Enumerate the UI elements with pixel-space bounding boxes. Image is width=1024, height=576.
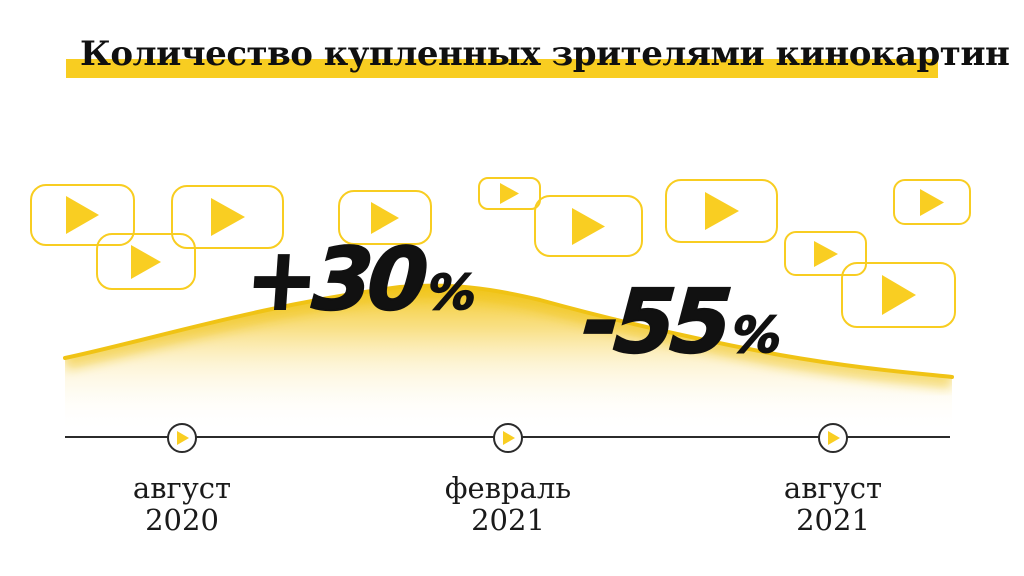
tick-month: август [132, 471, 232, 505]
rise-value: +30 [242, 229, 428, 331]
rise-annotation: +30% [242, 229, 480, 331]
fall-percent-sign: % [729, 305, 784, 365]
play-triangle-icon [813, 240, 838, 267]
fall-value: -55 [578, 269, 731, 374]
tick-month: август [783, 471, 883, 505]
play-icon [784, 231, 867, 276]
play-icon [338, 190, 432, 245]
play-triangle-icon [881, 275, 916, 315]
play-icon [665, 179, 778, 243]
tick-year: 2021 [796, 503, 870, 537]
rise-percent-sign: % [425, 264, 479, 322]
timeline-marker-1 [167, 423, 197, 453]
fall-annotation: -55% [578, 269, 786, 374]
play-triangle-icon [131, 244, 161, 279]
play-circle-icon [503, 431, 515, 445]
play-triangle-icon [920, 188, 944, 216]
play-circle-icon [177, 431, 189, 445]
play-triangle-icon [66, 196, 99, 234]
timeline-marker-3 [818, 423, 848, 453]
play-icon [478, 177, 541, 210]
tick-label-feb-2021: февраль 2021 [398, 472, 618, 536]
page-title: Количество купленных зрителями кинокарти… [80, 34, 1010, 74]
play-triangle-icon [704, 192, 739, 230]
header: Количество купленных зрителями кинокарти… [0, 0, 1024, 90]
play-icon [841, 262, 956, 328]
tick-year: 2021 [471, 503, 545, 537]
timeline-marker-2 [493, 423, 523, 453]
area-glow [65, 285, 952, 389]
tick-label-aug-2020: август 2020 [72, 472, 292, 536]
tick-label-aug-2021: август 2021 [723, 472, 943, 536]
play-icon [30, 184, 135, 246]
play-triangle-icon [500, 183, 519, 204]
play-triangle-icon [371, 201, 399, 234]
area-fill [65, 285, 952, 445]
play-icon [534, 195, 643, 257]
play-icon [171, 185, 284, 249]
play-triangle-icon [210, 198, 245, 236]
tick-month: февраль [444, 471, 572, 505]
area-edge-line [63, 283, 954, 379]
tick-year: 2020 [145, 503, 219, 537]
play-icon [893, 179, 971, 225]
play-triangle-icon [572, 207, 605, 245]
play-circle-icon [828, 431, 840, 445]
title-highlight-bar [66, 59, 938, 78]
